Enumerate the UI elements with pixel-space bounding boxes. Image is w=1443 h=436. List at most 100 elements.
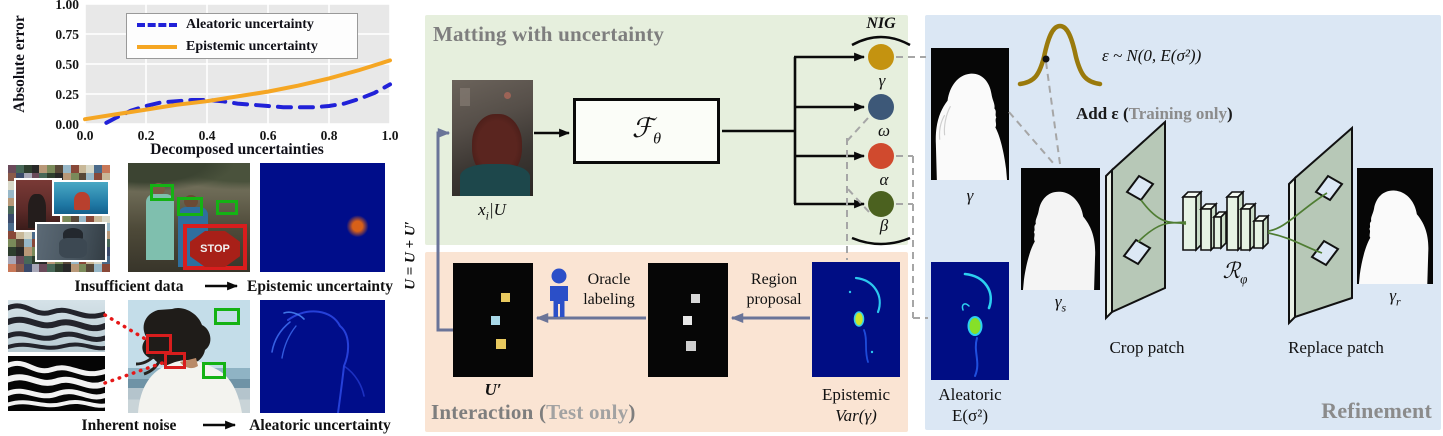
svg-text:1.00: 1.00 — [55, 0, 79, 12]
replace-patch-label: Replace patch — [1288, 338, 1384, 357]
caption-aleatoric-uncertainty: Aleatoric uncertainty — [249, 417, 391, 434]
heatmap-aleatoric-esigma — [931, 262, 1009, 380]
collage-tile — [8, 189, 16, 198]
svg-text:0.0: 0.0 — [77, 128, 94, 143]
svg-text:0.8: 0.8 — [321, 128, 338, 143]
caption-insufficient-data: Insufficient data — [74, 278, 184, 295]
collage-tile — [31, 263, 40, 272]
matte-gamma-label: γ — [966, 186, 974, 205]
photo-insufficient-data: STOP — [128, 163, 250, 272]
legend-row-aleatoric: Aleatoric uncertainty — [137, 16, 357, 35]
interaction-panel-title: Interaction (Test only) — [431, 400, 636, 424]
collage-tile — [102, 165, 110, 174]
refine-network-label: ℛφ — [1222, 258, 1248, 287]
svg-text:0.6: 0.6 — [260, 128, 277, 143]
collage-tile — [8, 230, 16, 240]
collage-tile — [8, 239, 16, 248]
collage-tile — [78, 173, 87, 182]
nig-label: NIG — [866, 15, 896, 32]
collage-tile — [8, 181, 16, 190]
heatmap-aleatoric-row2 — [260, 300, 385, 413]
aleatoric-esigma-outline — [961, 272, 992, 377]
collage-tile — [31, 173, 40, 182]
photo-collage — [8, 165, 110, 272]
epistemic-line-sample — [137, 44, 177, 49]
matte-gamma-s-label: γs — [1054, 292, 1067, 315]
collage-tile — [62, 165, 71, 174]
collage-tile — [23, 247, 32, 256]
collage-tile — [15, 255, 24, 264]
silhouette-gamma — [935, 73, 1008, 180]
uprime-label: U′ — [484, 380, 502, 399]
collage-tile — [31, 165, 40, 174]
aleatoric-esigma-label: Aleatoric E(σ²) — [938, 385, 1002, 425]
collage-tile — [23, 173, 32, 182]
green-box — [214, 308, 240, 325]
legend-label-aleatoric: Aleatoric uncertainty — [186, 17, 314, 33]
labeled-square-yellow — [501, 293, 510, 302]
chart-x-axis-label: Decomposed uncertainties — [150, 141, 324, 158]
green-box — [202, 362, 226, 379]
feedback-equation: U = U + U′ — [402, 221, 419, 290]
collage-tile — [62, 263, 71, 272]
collage-tile — [47, 173, 56, 182]
collage-tile — [8, 197, 16, 207]
collage-tile — [8, 173, 16, 182]
svg-text:0.4: 0.4 — [199, 128, 216, 143]
matte-gamma — [931, 48, 1009, 180]
gamma-symbol: γ — [878, 71, 886, 90]
svg-text:0.00: 0.00 — [55, 117, 79, 132]
caption-inherent-noise: Inherent noise — [81, 417, 177, 434]
collage-tile — [15, 239, 24, 248]
hair-detail-photo — [8, 300, 105, 352]
collage-tile — [8, 206, 16, 215]
collage-tile — [78, 214, 87, 223]
collage-tile — [102, 263, 110, 272]
collage-tile — [78, 165, 87, 174]
collage-tile — [8, 247, 16, 256]
refinement-panel-title: Refinement — [1321, 398, 1432, 423]
collage-tile — [94, 173, 103, 182]
svg-text:1.0: 1.0 — [382, 128, 399, 143]
epistemic-var-outline — [848, 276, 881, 363]
collage-tile — [47, 263, 56, 272]
collage-tile — [15, 230, 24, 240]
collage-tile — [86, 173, 95, 182]
collage-tile — [8, 214, 16, 223]
collage-tile — [15, 263, 24, 272]
collage-tile — [15, 165, 24, 174]
stop-sign-text: STOP — [200, 243, 230, 255]
collage-tile — [62, 214, 71, 223]
collage-tile — [86, 165, 95, 174]
collage-tile — [55, 173, 63, 182]
green-box — [177, 197, 203, 216]
matting-network-box: ℱθ — [573, 98, 720, 164]
heatmap-epistemic-var — [812, 262, 900, 377]
collage-tile — [39, 173, 48, 182]
collage-tile — [39, 263, 48, 272]
chart-y-axis-label: Absolute error — [11, 15, 28, 113]
nig-output-omega — [868, 94, 894, 120]
collage-tile — [8, 263, 16, 272]
silhouette-gamma-s — [1022, 191, 1096, 290]
aleatoric-line-sample — [137, 23, 177, 28]
collage-tile — [8, 222, 16, 231]
legend-row-epistemic: Epistemic uncertainty — [137, 38, 357, 57]
collage-tile — [23, 165, 32, 174]
collage-tile — [94, 263, 103, 272]
collage-tile — [23, 255, 32, 264]
nig-output-alpha — [868, 143, 894, 169]
red-box — [146, 334, 172, 354]
hair-detail-matte — [8, 356, 105, 411]
matte-gamma-s — [1021, 168, 1100, 290]
alpha-symbol: α — [879, 170, 889, 189]
region-proposal-label: Region proposal — [746, 271, 802, 308]
chart-legend: Aleatoric uncertainty Epistemic uncertai… — [126, 13, 358, 59]
labeled-square-yellow — [496, 339, 506, 349]
collage-tile — [39, 165, 48, 174]
collage-tile — [23, 230, 32, 240]
noise-distribution-formula: ε ~ N(0, E(σ²)) — [1102, 46, 1202, 65]
heatmap-epistemic-row1 — [260, 163, 385, 272]
region-proposal-map — [648, 263, 728, 377]
